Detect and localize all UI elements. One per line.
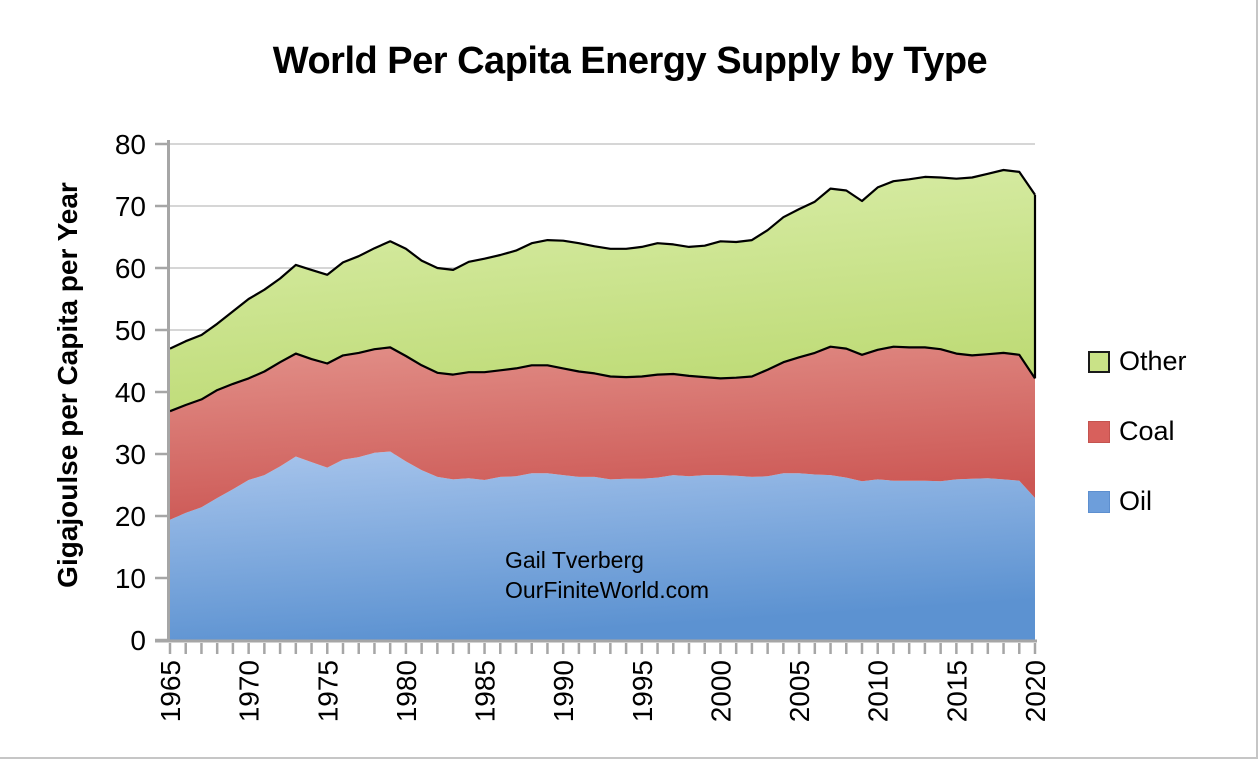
other-series-swatch-icon	[1088, 350, 1110, 373]
y-tick-label: 50	[115, 315, 146, 346]
y-tick-label: 60	[115, 253, 146, 284]
legend-item-other: Other	[1088, 348, 1187, 375]
x-tick-label: 1980	[391, 660, 422, 722]
coal-boundary-line	[169, 345, 1036, 413]
y-tick-label: 70	[115, 191, 146, 222]
x-tick-label: 1995	[627, 660, 658, 722]
x-tick-label: 1970	[234, 660, 265, 722]
annotation-site: OurFiniteWorld.com	[505, 577, 710, 603]
watermark-annotation: Gail Tverberg OurFiniteWorld.com	[505, 545, 709, 605]
legend-item-coal: Coal	[1088, 418, 1187, 445]
x-tick-label: 2020	[1020, 660, 1051, 722]
y-tick-label: 30	[115, 439, 146, 470]
coal-series-swatch-icon	[1088, 420, 1110, 443]
other-boundary-line	[169, 168, 1036, 350]
annotation-author: Gail Tverberg	[505, 547, 644, 573]
y-tick-label: 10	[115, 563, 146, 594]
y-tick-label: 0	[130, 625, 146, 656]
chart-title: World Per Capita Energy Supply by Type	[272, 40, 988, 82]
x-tick-label: 1990	[548, 660, 579, 722]
x-tick-label: 1965	[155, 660, 186, 722]
y-tick-label: 80	[115, 129, 146, 160]
legend-label-oil: Oil	[1119, 486, 1152, 516]
x-tick-label: 2000	[705, 660, 736, 722]
legend-item-oil: Oil	[1088, 488, 1187, 515]
legend-label-coal: Coal	[1119, 416, 1175, 446]
y-tick-label: 40	[115, 377, 146, 408]
x-tick-label: 2005	[784, 660, 815, 722]
chart-legend: Other Coal Oil	[1088, 348, 1187, 558]
x-tick-label: 2010	[863, 660, 894, 722]
oil-series-swatch-icon	[1088, 490, 1110, 513]
x-tick-label: 1985	[470, 660, 501, 722]
x-tick-label: 2015	[941, 660, 972, 722]
y-tick-label: 20	[115, 501, 146, 532]
legend-label-other: Other	[1119, 346, 1187, 376]
coal-area	[170, 346, 1035, 520]
oil-area	[170, 451, 1035, 640]
x-tick-label: 1975	[312, 660, 343, 722]
